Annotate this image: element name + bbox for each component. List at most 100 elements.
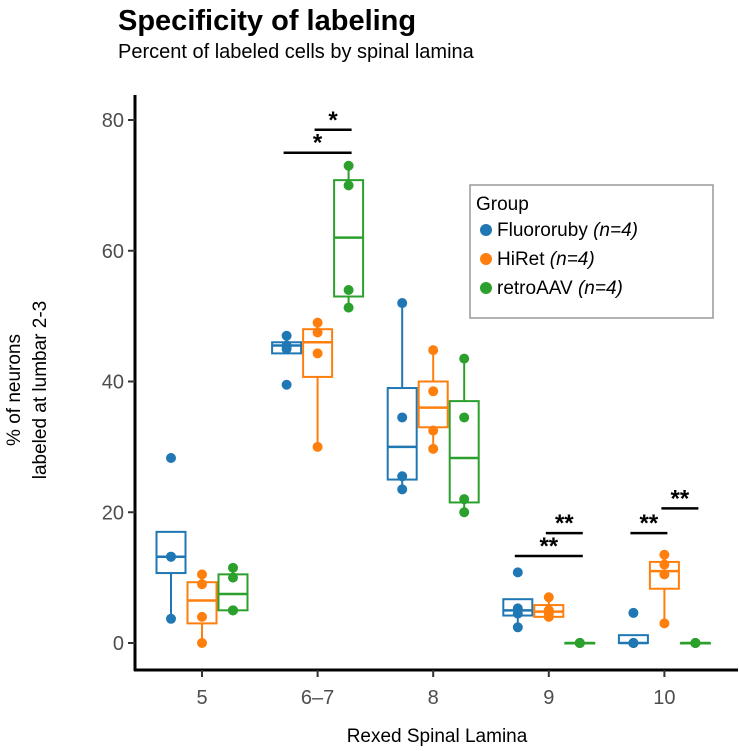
legend-item: HiRet (n=4) <box>497 249 595 270</box>
data-point <box>628 638 639 648</box>
significance-label: ** <box>671 485 690 512</box>
data-point <box>343 302 354 313</box>
data-point <box>197 611 207 622</box>
box-group-hiret <box>417 345 449 454</box>
x-tick-label: 9 <box>543 687 554 709</box>
data-point <box>166 613 176 624</box>
box-group-retroaav <box>217 562 249 616</box>
data-point <box>166 551 176 562</box>
legend-item-n: (n=4) <box>550 249 595 270</box>
x-tick-label: 8 <box>428 687 439 709</box>
data-point <box>574 638 585 648</box>
y-tick-label: 0 <box>113 633 124 655</box>
data-point <box>690 638 701 648</box>
data-point <box>228 572 238 583</box>
data-point <box>343 180 354 191</box>
legend-item-name: HiRet <box>497 249 550 270</box>
plot-marks <box>155 160 711 648</box>
significance-label: * <box>328 107 338 134</box>
y-tick-label: 20 <box>102 502 124 524</box>
legend-swatch <box>480 282 492 294</box>
data-point <box>312 317 323 328</box>
box-group-fluororuby <box>386 298 418 495</box>
legend-item-n: (n=4) <box>593 220 638 241</box>
box-group-fluororuby <box>271 330 303 390</box>
y-axis-label-line2: labeled at lumbar 2-3 <box>30 301 51 480</box>
data-point <box>166 452 176 463</box>
data-point <box>228 605 238 616</box>
data-point <box>343 284 354 295</box>
x-tick-label: 5 <box>196 687 207 709</box>
data-point <box>512 622 523 633</box>
y-tick-label: 80 <box>102 110 124 132</box>
data-point <box>343 160 354 171</box>
legend-title: Group <box>476 194 529 215</box>
data-point <box>459 353 470 364</box>
data-point <box>628 607 639 618</box>
legend-box <box>469 184 714 319</box>
data-point <box>459 412 470 423</box>
box-group-retroaav <box>564 638 596 648</box>
data-point <box>428 443 439 454</box>
data-point <box>281 330 292 341</box>
box-group-retroaav <box>448 353 480 518</box>
data-point <box>397 412 408 423</box>
data-point <box>428 386 439 397</box>
data-point <box>312 348 323 359</box>
box-group-fluororuby <box>155 452 187 624</box>
significance-label: ** <box>539 533 558 560</box>
data-point <box>281 343 292 354</box>
legend-item-name: Fluororuby <box>497 220 593 241</box>
x-tick-label: 6–7 <box>301 687 334 709</box>
data-point <box>228 562 238 573</box>
legend: Group Fluororuby (n=4)HiRet (n=4)retroAA… <box>469 184 714 319</box>
y-axis-label-line1: % of neurons <box>4 334 25 446</box>
data-point <box>512 608 523 619</box>
data-point <box>659 569 670 580</box>
data-point <box>659 559 670 570</box>
data-point <box>312 327 323 338</box>
legend-swatch <box>480 253 492 265</box>
y-tick-label: 60 <box>102 241 124 263</box>
data-point <box>312 441 323 452</box>
data-point <box>659 549 670 560</box>
box-group-fluororuby <box>617 607 649 648</box>
data-point <box>459 507 470 518</box>
legend-item-name: retroAAV <box>497 278 578 299</box>
x-axis-label: Rexed Spinal Lamina <box>347 726 528 747</box>
box <box>155 530 187 575</box>
box-group-fluororuby <box>502 567 534 633</box>
significance-annotations: ****** **** <box>283 107 699 560</box>
data-point <box>428 425 439 436</box>
data-point <box>459 494 470 505</box>
box <box>386 387 418 481</box>
x-axis: 5 6–7 8 9 10 <box>134 668 738 709</box>
legend-item: Fluororuby (n=4) <box>497 220 638 241</box>
x-tick-label: 10 <box>653 687 675 709</box>
data-point <box>543 611 554 622</box>
data-point <box>428 345 439 356</box>
significance-label: ** <box>640 510 659 537</box>
box-group-hiret <box>302 317 334 452</box>
box-group-hiret <box>186 569 218 648</box>
significance-label: * <box>313 130 323 157</box>
data-point <box>397 298 408 309</box>
box-group-hiret <box>533 592 565 622</box>
chart-subtitle: Percent of labeled cells by spinal lamin… <box>118 41 475 63</box>
chart-title: Specificity of labeling <box>118 5 416 37</box>
data-point <box>512 567 523 578</box>
data-point <box>397 484 408 495</box>
data-point <box>543 592 554 603</box>
y-axis: 0 20 40 60 80 <box>102 95 137 671</box>
data-point <box>197 579 207 590</box>
legend-item: retroAAV (n=4) <box>497 278 623 299</box>
legend-swatch <box>480 224 492 236</box>
data-point <box>197 638 207 648</box>
data-point <box>659 618 670 629</box>
legend-item-n: (n=4) <box>578 278 623 299</box>
significance-label: ** <box>555 510 574 537</box>
data-point <box>197 569 207 580</box>
box-group-hiret <box>648 549 680 629</box>
data-point <box>397 471 408 482</box>
